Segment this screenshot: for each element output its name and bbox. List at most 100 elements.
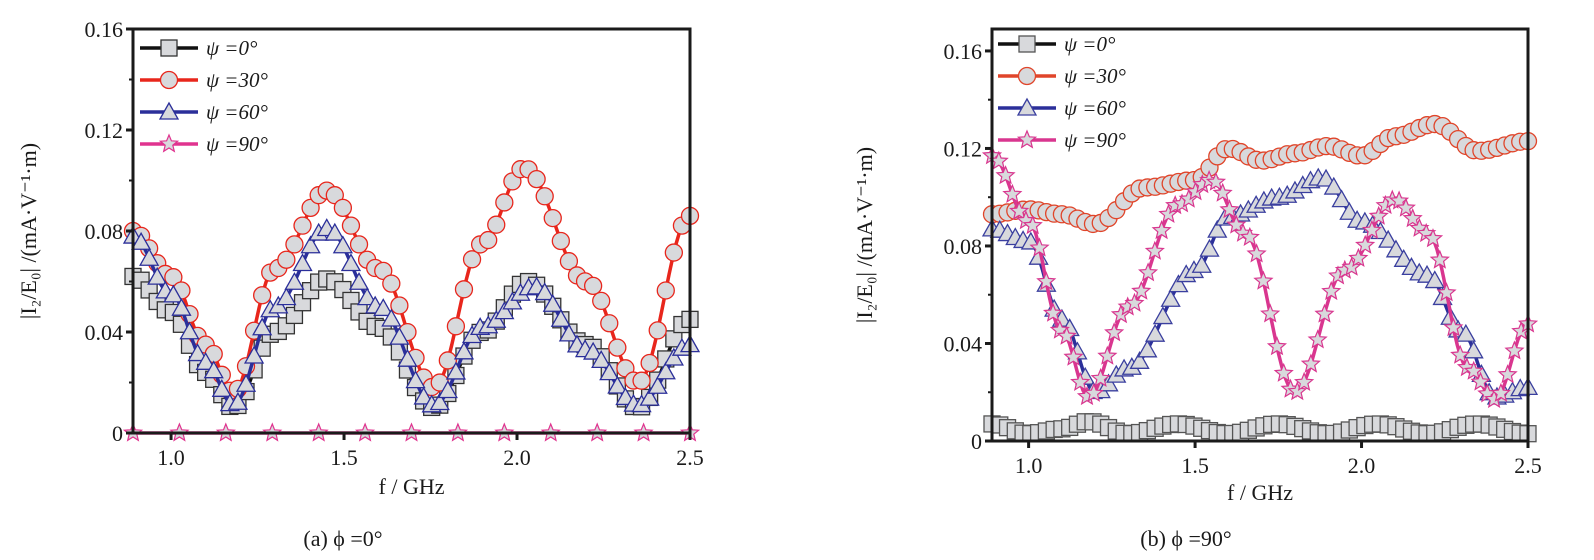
data-point — [640, 353, 659, 373]
data-point — [446, 317, 466, 336]
data-point — [495, 193, 514, 212]
data-point — [1287, 381, 1308, 401]
data-point — [494, 301, 515, 320]
data-point — [235, 373, 257, 392]
data-point — [1450, 344, 1471, 364]
data-point — [1455, 323, 1476, 342]
data-point — [1331, 189, 1352, 208]
data-point — [663, 347, 684, 366]
data-point — [1212, 182, 1233, 202]
series-1 — [982, 114, 1538, 234]
data-point — [1124, 292, 1145, 312]
legend: ψ =0° ψ =30° ψ =60° ψ =90° — [140, 36, 268, 156]
data-point — [1129, 351, 1150, 369]
data-point — [550, 308, 571, 327]
data-point — [1470, 371, 1491, 391]
data-point — [600, 314, 619, 333]
data-point — [1260, 303, 1281, 323]
data-point — [559, 252, 579, 271]
legend-label: ψ =90° — [206, 132, 268, 156]
data-point — [1145, 323, 1166, 342]
legend: ψ =0° ψ =30° ψ =60° ψ =90° — [998, 32, 1126, 152]
y-tick-label: 0 — [112, 421, 123, 446]
data-point — [535, 187, 554, 206]
data-point — [1219, 199, 1240, 219]
data-point — [599, 362, 620, 381]
data-point — [324, 222, 345, 241]
data-point — [211, 378, 232, 397]
data-point — [390, 296, 409, 315]
data-point — [171, 297, 192, 316]
data-point — [179, 321, 200, 340]
data-point — [1253, 270, 1274, 290]
data-point — [1266, 336, 1287, 356]
data-point — [348, 271, 370, 290]
data-point — [487, 215, 506, 234]
data-point — [1307, 329, 1328, 349]
data-point — [534, 282, 555, 301]
data-point — [300, 235, 321, 254]
data-point — [1131, 280, 1152, 300]
y-tick-label: 0.12 — [85, 118, 124, 143]
data-point — [1393, 248, 1414, 267]
y-tick-label: 0.16 — [85, 17, 124, 42]
data-point — [639, 387, 660, 406]
x-tick-label: 1.0 — [157, 445, 185, 470]
data-point — [1137, 339, 1158, 358]
data-point — [1009, 200, 1030, 220]
data-point — [655, 361, 676, 380]
data-point — [1063, 346, 1084, 366]
data-point — [1144, 240, 1165, 260]
x-tick-label: 1.5 — [1181, 453, 1209, 478]
data-point — [1423, 228, 1444, 248]
legend-marker-square-icon — [1018, 35, 1036, 53]
legend-marker-circle-icon — [1017, 66, 1037, 86]
data-point — [647, 375, 668, 394]
data-point — [1323, 176, 1344, 195]
legend-label: ψ =60° — [1064, 96, 1126, 120]
data-point — [551, 231, 570, 251]
data-point — [397, 348, 418, 367]
data-point — [252, 317, 273, 336]
chart-caption: (b) ϕ =90° — [1140, 526, 1231, 551]
data-point — [1168, 274, 1189, 293]
data-point — [381, 308, 402, 327]
data-point — [277, 250, 296, 269]
legend-marker-triangle-icon — [1016, 97, 1038, 116]
data-point — [1022, 215, 1043, 235]
y-tick-label: 0 — [971, 429, 982, 454]
data-point — [583, 276, 603, 296]
data-point — [1402, 208, 1423, 228]
data-point — [1205, 171, 1227, 191]
data-point — [1158, 203, 1179, 223]
data-point — [1070, 371, 1091, 391]
chart-a-phi-0: 0 0.04 0.08 0.12 0.16 1.0 1.5 2.0 2.5 f / GHz |I₂/… — [16, 17, 704, 551]
series-2 — [122, 218, 701, 413]
data-point — [284, 271, 305, 290]
plot-frame-top — [990, 27, 1530, 443]
data-point — [1191, 254, 1212, 273]
data-point — [1152, 306, 1174, 325]
x-tick-label: 1.0 — [1015, 453, 1043, 478]
data-point — [340, 253, 362, 272]
data-point — [1504, 340, 1525, 360]
data-point — [405, 370, 426, 389]
legend-label: ψ =0° — [206, 36, 258, 60]
x-tick-label: 2.5 — [676, 445, 704, 470]
data-point — [543, 208, 562, 228]
x-axis-title: f / GHz — [1227, 480, 1293, 505]
data-point — [1090, 367, 1111, 387]
data-point — [1463, 360, 1484, 380]
x-axis-title: f / GHz — [379, 474, 445, 499]
data-point — [1355, 234, 1376, 254]
data-point — [664, 243, 684, 262]
data-point — [1348, 247, 1369, 267]
data-point — [1395, 197, 1416, 217]
data-point — [1341, 256, 1362, 276]
data-point — [1273, 362, 1294, 382]
x-tick-label: 2.5 — [1514, 453, 1542, 478]
data-point — [438, 351, 457, 370]
data-point — [413, 386, 434, 405]
y-tick-label: 0.04 — [85, 320, 124, 345]
